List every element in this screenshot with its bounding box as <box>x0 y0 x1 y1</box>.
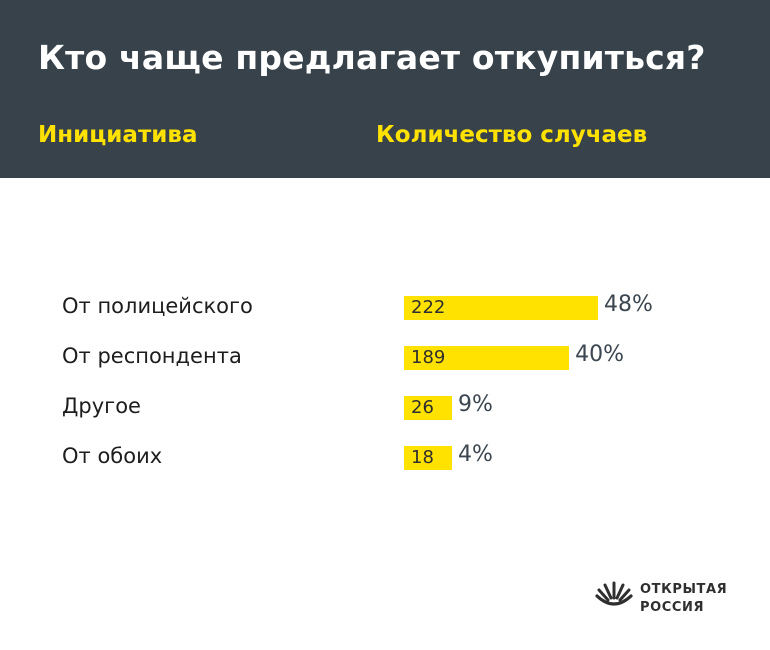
category-label: От респондента <box>62 344 242 368</box>
bar-value-label: 26 <box>411 397 434 418</box>
logo-text-line1: ОТКРЫТАЯ <box>640 582 728 597</box>
logo: ОТКРЫТАЯ РОССИЯ <box>592 578 752 628</box>
category-label: От полицейского <box>62 294 253 318</box>
column-header-initiative: Инициатива <box>38 122 198 148</box>
category-label: Другое <box>62 394 141 418</box>
chart-title: Кто чаще предлагает откупиться? <box>38 38 706 77</box>
bar-value-label: 222 <box>411 297 446 318</box>
chart-header: Кто чаще предлагает откупиться? Инициати… <box>0 0 770 178</box>
chart-row: От полицейского 222 48% <box>0 286 770 326</box>
percent-label: 48% <box>604 292 653 317</box>
category-label: От обоих <box>62 444 163 468</box>
percent-label: 40% <box>575 342 625 367</box>
bar <box>404 446 452 470</box>
percent-label: 9% <box>458 392 493 417</box>
logo-text-line2: РОССИЯ <box>640 600 705 615</box>
chart-row: Другое 26 9% <box>0 386 770 426</box>
chart-row: От обоих 18 4% <box>0 436 770 476</box>
chart-row: От респондента 189 40% <box>0 336 770 376</box>
percent-label: 4% <box>458 442 493 467</box>
rising-sun-icon <box>595 581 633 606</box>
bar-value-label: 18 <box>411 447 434 468</box>
bar <box>404 296 598 320</box>
bar <box>404 346 570 370</box>
bar <box>404 396 452 420</box>
bar-value-label: 189 <box>411 347 446 368</box>
column-header-cases: Количество случаев <box>376 122 648 148</box>
